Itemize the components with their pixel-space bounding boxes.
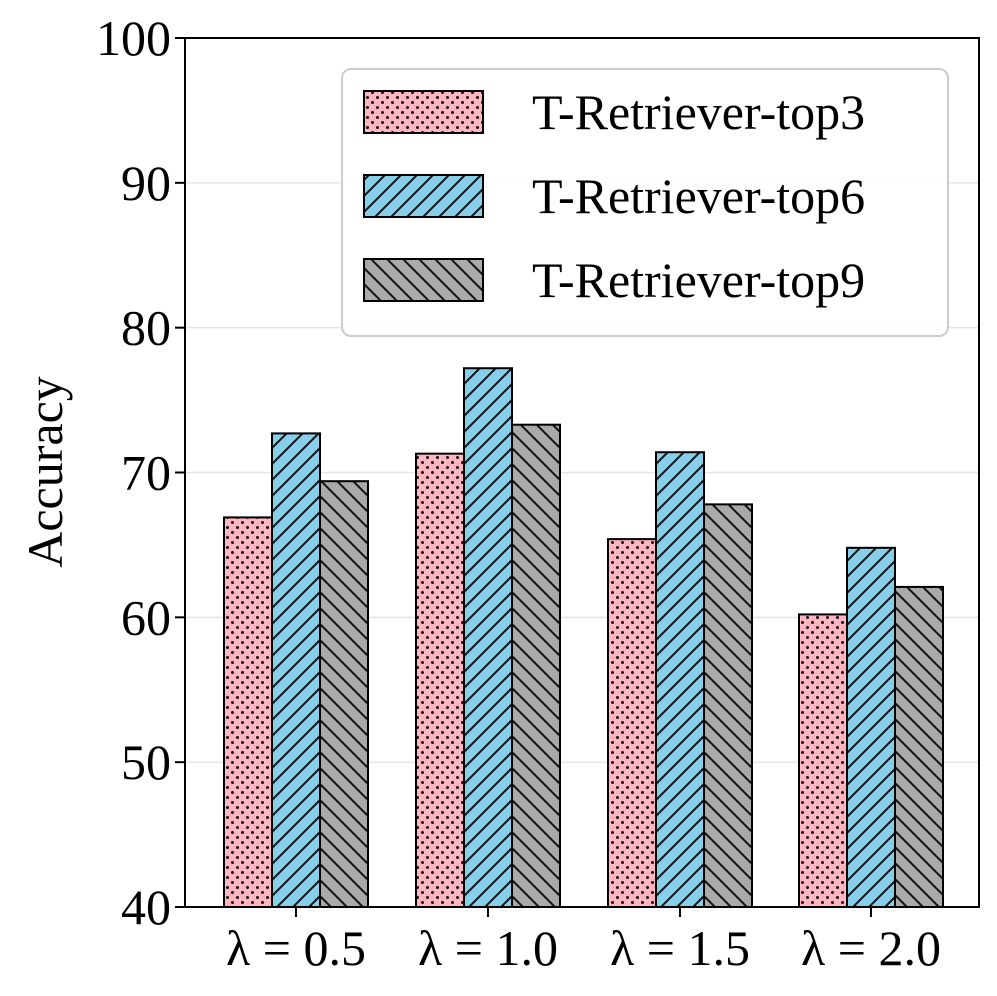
bar-t-retriever-top3-0 xyxy=(223,516,273,908)
x-axis: λ = 0.5 λ = 1.0 λ = 1.5 λ = 2.0 xyxy=(226,907,941,976)
y-tick-label: 50 xyxy=(121,734,171,790)
y-axis: 40 50 60 70 80 90 100 xyxy=(96,10,185,935)
legend-swatch-t-retriever-top3 xyxy=(363,90,484,134)
legend-swatch-t-retriever-top6 xyxy=(363,174,484,218)
y-tick-label: 60 xyxy=(121,589,171,645)
legend-label: T-Retriever-top9 xyxy=(532,252,865,308)
x-tick-label: λ = 1.0 xyxy=(418,920,558,976)
bar-t-retriever-top9-3 xyxy=(894,585,944,908)
x-tick-label: λ = 0.5 xyxy=(226,920,366,976)
y-tick-label: 80 xyxy=(121,300,171,356)
legend-swatch-t-retriever-top9 xyxy=(363,258,484,302)
x-tick-label: λ = 2.0 xyxy=(801,920,941,976)
bar-t-retriever-top3-3 xyxy=(798,613,848,908)
legend-label: T-Retriever-top3 xyxy=(532,84,865,140)
y-axis-label: Accuracy xyxy=(17,376,73,568)
legend-label: T-Retriever-top6 xyxy=(532,168,865,224)
bar-t-retriever-top6-1 xyxy=(463,367,513,909)
bars-layer xyxy=(223,367,944,909)
bar-t-retriever-top9-0 xyxy=(319,480,369,908)
bar-t-retriever-top6-2 xyxy=(655,451,705,908)
y-tick-label: 90 xyxy=(121,155,171,211)
y-tick-label: 40 xyxy=(121,879,171,935)
y-tick-label: 100 xyxy=(96,10,171,66)
bar-t-retriever-top6-3 xyxy=(846,546,896,909)
bar-t-retriever-top9-2 xyxy=(703,503,753,908)
x-tick-label: λ = 1.5 xyxy=(610,920,750,976)
bar-t-retriever-top6-0 xyxy=(271,432,321,908)
legend: T-Retriever-top3 T-Retriever-top6 T-Retrie… xyxy=(341,68,949,337)
legend-frame xyxy=(341,68,949,337)
bar-t-retriever-top3-2 xyxy=(607,538,657,909)
bar-t-retriever-top3-1 xyxy=(415,452,465,908)
y-tick-label: 70 xyxy=(121,445,171,501)
bar-t-retriever-top9-1 xyxy=(511,423,561,908)
